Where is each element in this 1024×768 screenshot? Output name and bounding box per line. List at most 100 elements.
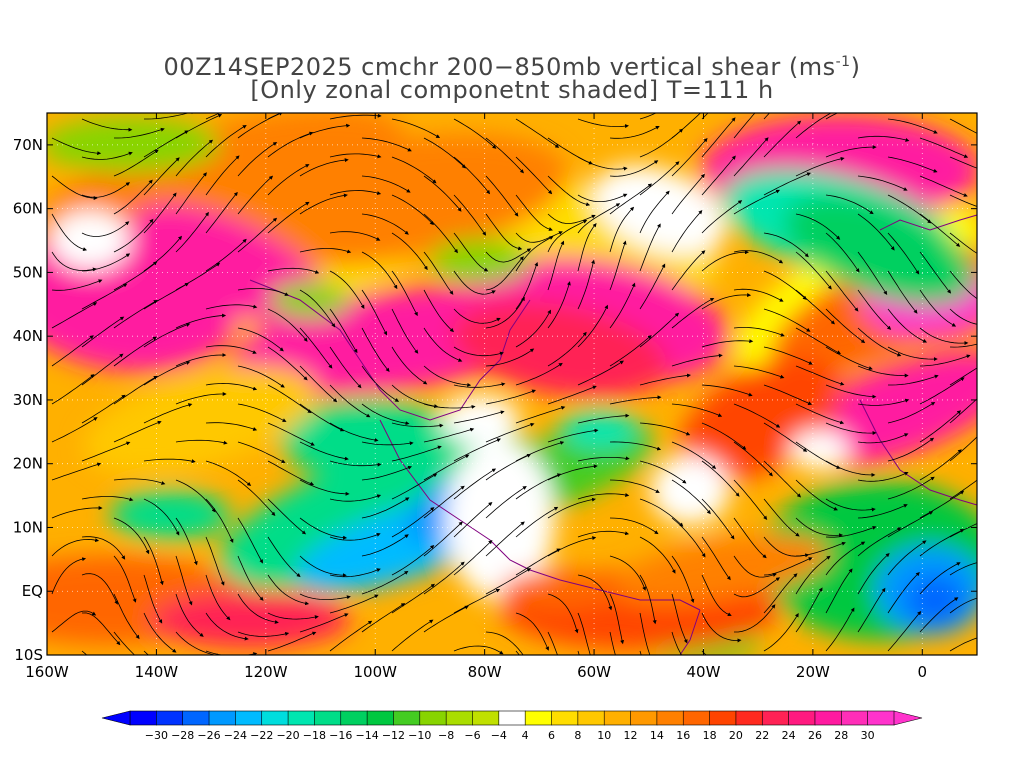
streamline-349 bbox=[299, 555, 347, 578]
streamline-61 bbox=[143, 157, 180, 196]
streamline-63 bbox=[267, 164, 310, 196]
lon-label-60W: 60W bbox=[577, 663, 611, 681]
streamline-20 bbox=[361, 137, 412, 152]
streamline-139 bbox=[299, 289, 336, 328]
streamline-19 bbox=[299, 123, 351, 139]
streamline-6 bbox=[453, 118, 497, 149]
shear-map-panel bbox=[47, 113, 977, 655]
streamline-47 bbox=[175, 139, 214, 177]
streamline-303 bbox=[267, 498, 307, 535]
streamline-312 bbox=[825, 498, 876, 512]
streamline-294 bbox=[609, 479, 660, 493]
coastline-2 bbox=[529, 569, 701, 611]
coastline-1 bbox=[379, 419, 531, 571]
streamline-306 bbox=[453, 468, 497, 500]
colorbar-box-20 bbox=[656, 710, 684, 726]
streamline-322 bbox=[485, 486, 527, 519]
streamline-368 bbox=[577, 574, 613, 611]
streamline-150 bbox=[81, 283, 128, 310]
shear-region-30 bbox=[110, 490, 230, 540]
streamline-407 bbox=[175, 631, 221, 655]
streamline-316 bbox=[113, 517, 150, 555]
shear-region-34 bbox=[50, 210, 130, 270]
streamline-345 bbox=[51, 538, 100, 557]
streamline-302 bbox=[205, 498, 234, 544]
streamline-171 bbox=[423, 327, 463, 362]
streamline-404 bbox=[949, 597, 977, 614]
streamline-201 bbox=[423, 365, 472, 387]
streamline-84 bbox=[609, 183, 653, 215]
colorbar-box-17 bbox=[577, 710, 605, 726]
streamline-145 bbox=[671, 250, 706, 291]
streamline-242 bbox=[205, 422, 258, 431]
streamline-424 bbox=[329, 620, 373, 652]
streamline-320 bbox=[361, 497, 410, 519]
streamline-246 bbox=[453, 410, 505, 424]
streamline-51 bbox=[423, 175, 462, 212]
streamline-367 bbox=[515, 548, 561, 576]
streamline-125 bbox=[391, 270, 418, 317]
streamline-189 bbox=[639, 312, 680, 348]
colorbar-label-23: 22 bbox=[755, 729, 769, 742]
streamline-278 bbox=[577, 456, 630, 462]
shear-region-25 bbox=[560, 410, 640, 450]
streamline-250 bbox=[701, 422, 747, 450]
shear-region-40 bbox=[611, 534, 829, 606]
streamline-346 bbox=[113, 555, 137, 603]
streamline-324 bbox=[609, 517, 659, 535]
streamline-359 bbox=[919, 529, 965, 557]
streamline-371 bbox=[763, 557, 813, 576]
streamline-218 bbox=[577, 360, 624, 386]
streamline-279 bbox=[639, 460, 687, 484]
streamline-141 bbox=[423, 289, 454, 333]
streamline-79 bbox=[299, 193, 348, 215]
streamline-299 bbox=[919, 449, 962, 481]
colorbar-label-4: −22 bbox=[250, 729, 273, 742]
streamline-197 bbox=[175, 353, 227, 367]
streamline-174 bbox=[609, 282, 636, 329]
streamline-361 bbox=[143, 574, 163, 624]
streamline-301 bbox=[143, 498, 180, 536]
streamline-410 bbox=[361, 603, 406, 633]
streamline-390 bbox=[81, 612, 121, 646]
streamline-146 bbox=[733, 288, 784, 302]
colorbar-label-5: −20 bbox=[276, 729, 299, 742]
streamline-385 bbox=[671, 593, 688, 644]
streamline-50 bbox=[361, 175, 411, 193]
colorbar-box-18 bbox=[603, 710, 632, 726]
streamline-314 bbox=[949, 479, 977, 500]
colorbar-label-22: 20 bbox=[729, 729, 743, 742]
streamline-354 bbox=[609, 555, 646, 591]
streamline-235 bbox=[671, 403, 723, 417]
streamline-370 bbox=[701, 574, 732, 616]
streamline-182 bbox=[205, 345, 257, 354]
streamline-309 bbox=[639, 498, 684, 527]
colorbar-label-17: 10 bbox=[597, 729, 611, 742]
streamline-88 bbox=[857, 213, 895, 251]
streamline-53 bbox=[547, 175, 591, 207]
streamline-323 bbox=[547, 497, 596, 519]
streamline-48 bbox=[237, 142, 278, 177]
streamline-131 bbox=[763, 270, 807, 300]
streamline-318 bbox=[237, 517, 263, 564]
streamline-226 bbox=[113, 375, 158, 405]
streamline-128 bbox=[577, 223, 597, 272]
streamline-132 bbox=[825, 270, 859, 312]
lon-label-120W: 120W bbox=[244, 663, 288, 681]
streamline-389 bbox=[919, 562, 961, 595]
streamline-16 bbox=[114, 127, 165, 139]
streamline-378 bbox=[237, 593, 279, 624]
streamline-274 bbox=[329, 460, 382, 467]
streamline-281 bbox=[763, 460, 802, 498]
streamline-333 bbox=[267, 536, 301, 578]
streamline-149 bbox=[919, 289, 957, 327]
streamline-56 bbox=[733, 137, 769, 177]
streamline-85 bbox=[671, 173, 705, 215]
streamline-397 bbox=[515, 612, 549, 651]
colorbar-box-21 bbox=[682, 710, 711, 726]
streamline-236 bbox=[733, 403, 781, 428]
streamline-30 bbox=[81, 151, 133, 160]
streamline-232 bbox=[485, 389, 537, 405]
streamline-44 bbox=[949, 156, 977, 169]
lat-label-50N: 50N bbox=[13, 263, 43, 281]
